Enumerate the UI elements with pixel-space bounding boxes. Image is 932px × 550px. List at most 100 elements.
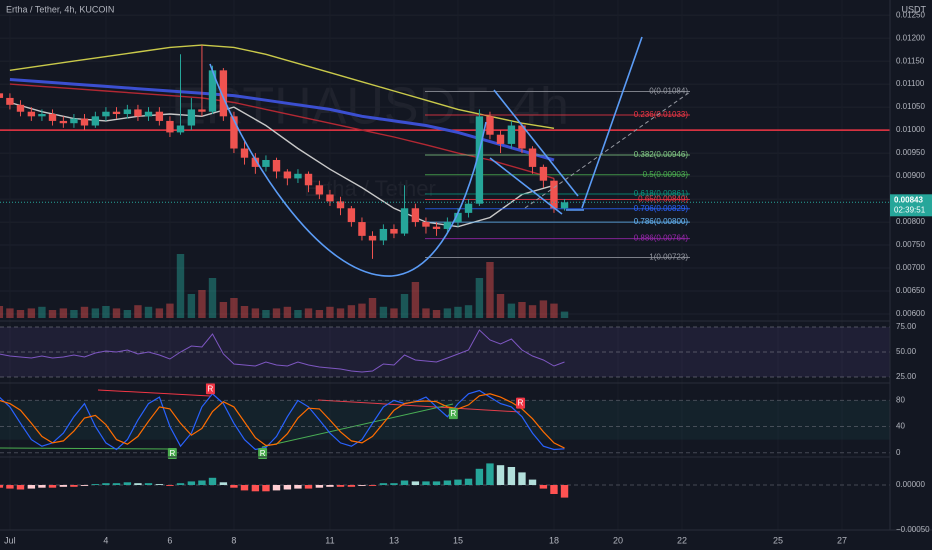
watermark-sub: Ertha / Tether [304, 176, 436, 201]
macd-histogram-bar [347, 485, 356, 487]
x-tick-label: 18 [549, 535, 559, 545]
macd-histogram-bar [475, 468, 484, 485]
volume-bar [144, 306, 153, 318]
volume-bar [6, 308, 14, 318]
candle-body [464, 203, 473, 213]
candle-body [80, 118, 89, 126]
macd-histogram-bar [539, 485, 548, 489]
candle-body [454, 212, 462, 223]
macd-histogram-bar [144, 483, 153, 485]
candle-body [198, 109, 206, 112]
macd-histogram-bar [507, 467, 516, 485]
divergence-marker [167, 448, 177, 460]
volume-bar [48, 310, 57, 318]
divergence-marker [258, 448, 268, 460]
macd-histogram-bar [16, 485, 25, 490]
volume-bar [0, 306, 4, 318]
volume-bar [486, 262, 494, 318]
fib-label: 1(0.00723) [649, 253, 688, 262]
volume-bar [38, 306, 46, 318]
stoch-band [0, 400, 890, 440]
volume-bar [198, 290, 206, 318]
divergence-label: R [208, 384, 214, 393]
macd-histogram-bar [198, 480, 206, 485]
divergence-marker [516, 397, 526, 409]
x-tick-label: Jul [4, 535, 16, 545]
candle-body [432, 226, 441, 229]
candle-body [219, 70, 228, 117]
candle-body [112, 111, 121, 115]
volume-bar [134, 305, 142, 318]
fib-label: 0.236(0.01033) [634, 110, 689, 119]
candle-body [272, 160, 281, 172]
divergence-label: R [518, 399, 524, 408]
x-tick-label: 11 [325, 535, 334, 545]
macd-histogram-bar [91, 484, 100, 485]
countdown-label: 02:39:51 [894, 205, 926, 214]
macd-histogram-bar [326, 485, 334, 487]
candle-body [123, 109, 132, 115]
channel-line [489, 157, 563, 215]
volume-bar [379, 306, 388, 318]
volume-bar [283, 306, 292, 318]
candle-body [358, 222, 366, 236]
macd-histogram-bar [230, 485, 238, 488]
candle-body [6, 97, 14, 105]
y-tick-label: 0.01250 [896, 10, 925, 19]
cup-curve [209, 63, 487, 277]
moving-average [9, 83, 555, 180]
macd-histogram-bar [251, 485, 260, 492]
volume-bar [368, 298, 377, 318]
fib-label: 0(0.01084) [649, 87, 688, 96]
macd-histogram-bar [155, 484, 164, 485]
divergence-line [261, 403, 454, 448]
moving-average [9, 101, 555, 228]
volume-bar [464, 305, 473, 318]
fib-label: 0.886(0.00764) [634, 234, 689, 243]
volume-bar [27, 308, 36, 318]
candle-body [176, 125, 185, 133]
macd-histogram-bar [304, 485, 313, 489]
macd-histogram-bar [6, 485, 14, 489]
candle-body [155, 111, 164, 121]
candle-body [262, 160, 270, 167]
macd-histogram-bar [187, 481, 196, 485]
x-tick-label: 4 [103, 535, 108, 545]
macd-histogram-bar [496, 465, 505, 485]
y-tick-label: 0.01100 [896, 79, 925, 88]
candle-body [528, 148, 537, 167]
divergence-line [0, 447, 173, 450]
macd-histogram-bar [272, 485, 281, 491]
chart-title: Ertha / Tether, 4h, KUCOIN [6, 4, 114, 14]
candle-body [326, 194, 334, 202]
y-tick-label: 0.01200 [896, 33, 925, 42]
volume-bar [454, 306, 462, 318]
macd-histogram-bar [454, 479, 462, 485]
candle-body [475, 116, 484, 204]
volume-bar [102, 306, 110, 318]
candle-body [390, 228, 398, 234]
macd-histogram-bar [390, 483, 398, 485]
candle-body [368, 235, 377, 241]
x-tick-label: 13 [389, 535, 399, 545]
divergence-marker [448, 408, 458, 420]
volume-bar [528, 305, 537, 318]
y-tick-label: 0.00600 [896, 309, 925, 318]
candle-body [144, 111, 153, 117]
macd-histogram-bar [336, 485, 345, 487]
macd-histogram-bar [102, 483, 110, 485]
candle-body [166, 120, 174, 133]
macd-histogram-bar [315, 485, 324, 488]
macd-histogram-bar [123, 482, 132, 485]
macd-histogram-bar [400, 480, 409, 485]
volume-bar [326, 306, 334, 318]
fib-label: 0.618(0.00861) [634, 189, 689, 198]
y-tick-label: 0.01050 [896, 102, 925, 111]
candle-body [496, 134, 505, 144]
candle-body [304, 173, 313, 186]
candle-body [315, 185, 324, 195]
projection-line [581, 36, 643, 209]
y-tick-label: 0.00700 [896, 263, 925, 272]
fib-label: 0.786(0.00800) [634, 217, 689, 226]
channel-line [493, 89, 579, 197]
